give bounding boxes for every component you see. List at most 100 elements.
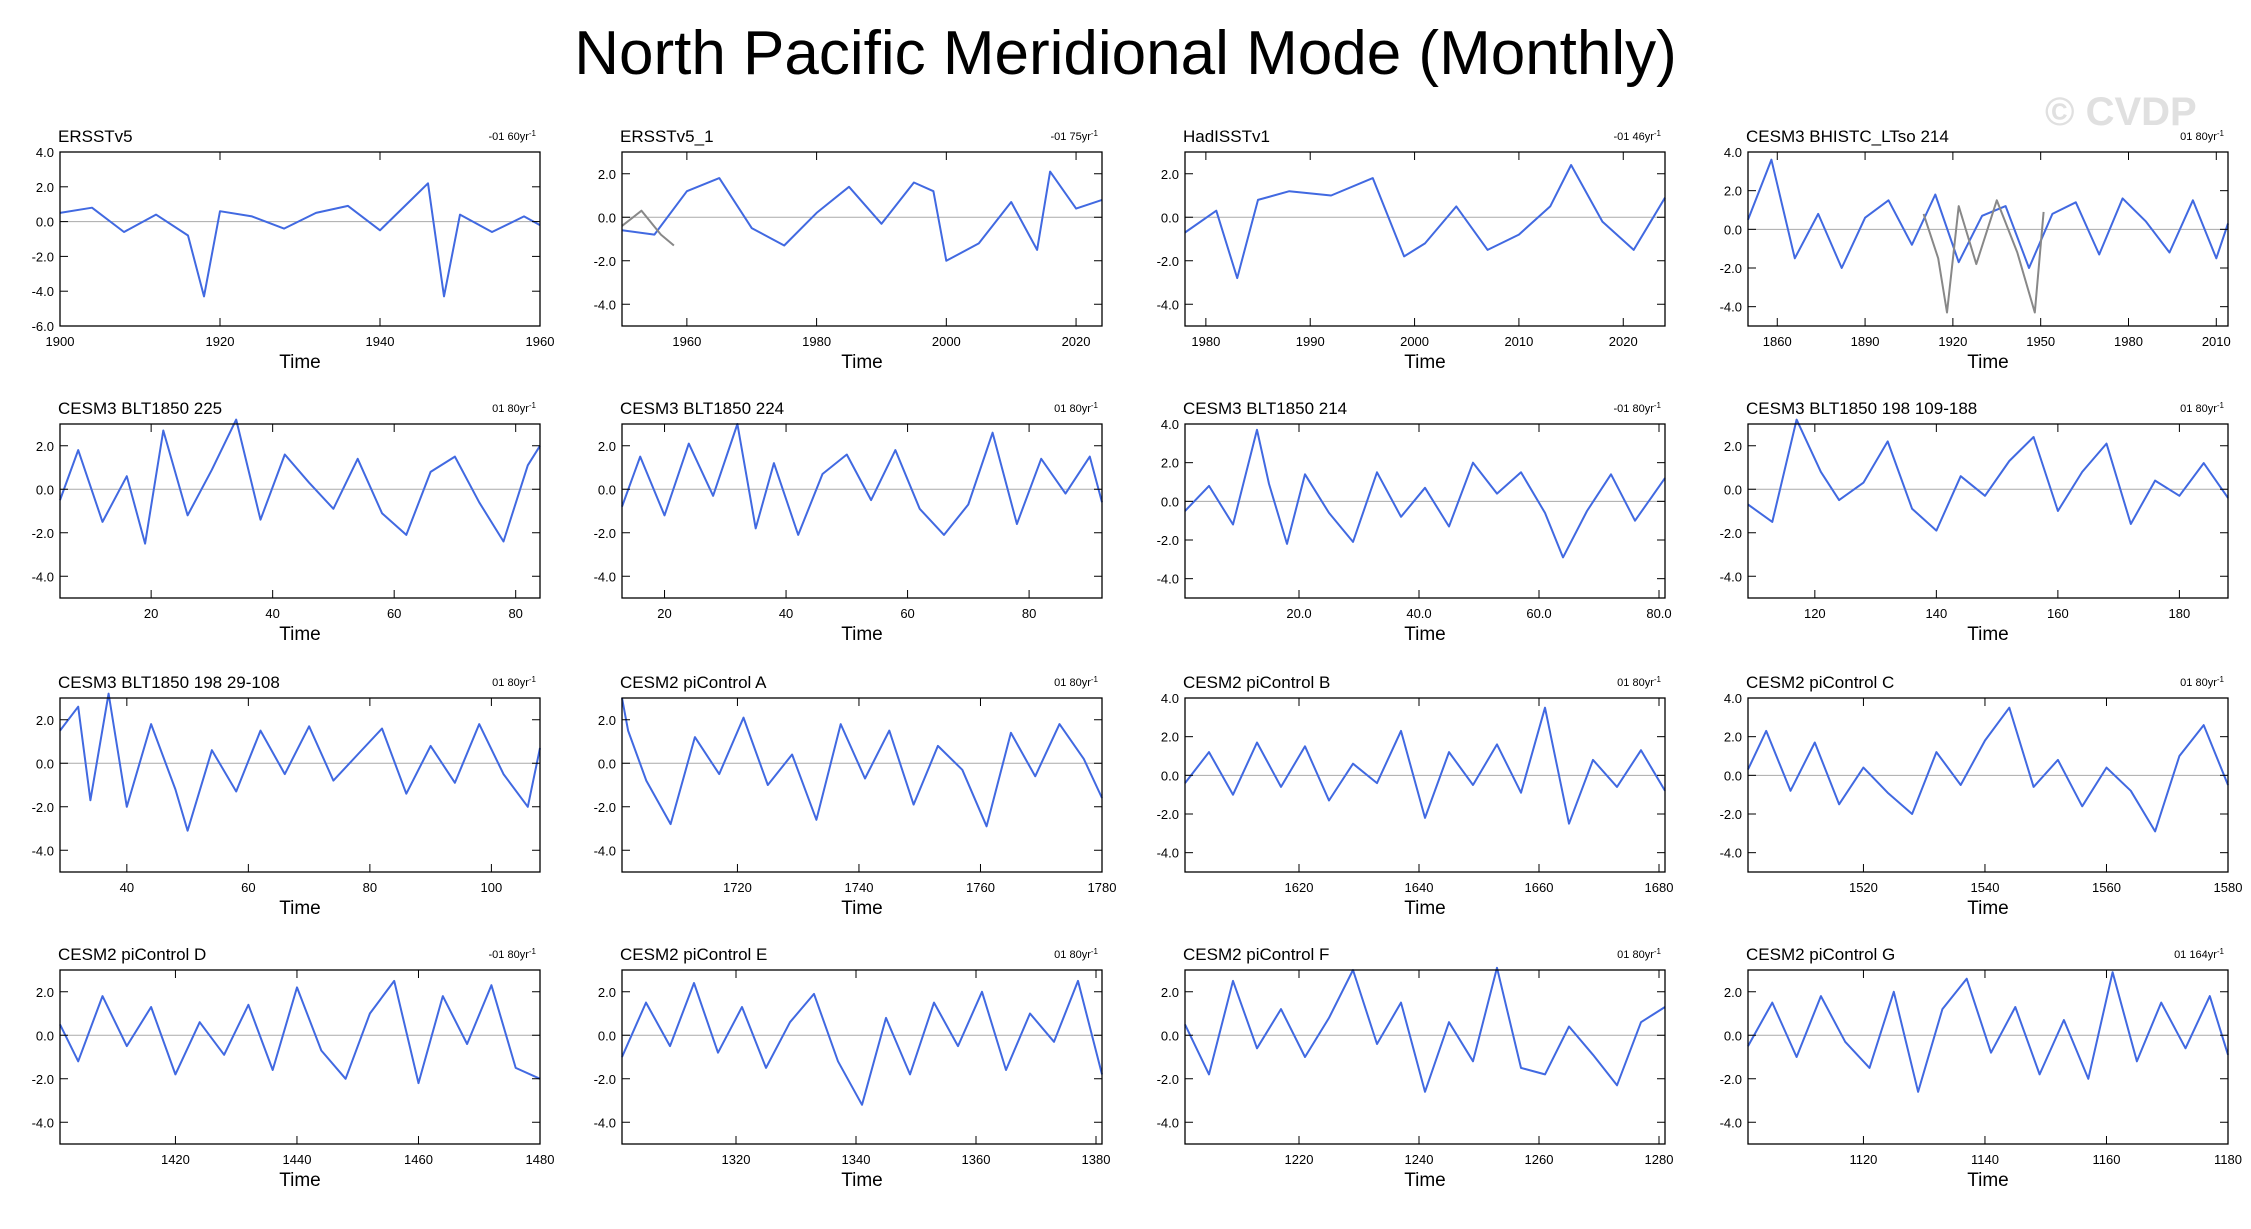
- y-tick-label: -6.0: [32, 319, 54, 334]
- panel-title: CESM3 BLT1850 198 109-188: [1746, 399, 1977, 418]
- x-tick-label: 1740: [845, 880, 874, 895]
- x-axis-label: Time: [1404, 1170, 1446, 1191]
- x-axis-label: Time: [279, 352, 321, 373]
- x-tick-label: 20: [144, 606, 158, 621]
- x-tick-label: 1950: [2026, 334, 2055, 349]
- panel-title: HadISSTv1: [1183, 127, 1270, 146]
- chart-panel: CESM2 piControl A 01 80yr-1 -4.0 -2.0 0.0 2.0…: [594, 673, 1117, 919]
- series-line: [59, 979, 541, 1085]
- chart-panel: CESM2 piControl D -01 80yr-1 -4.0 -2.0 0.0 2.…: [32, 945, 555, 1191]
- y-tick-label: 2.0: [598, 167, 616, 182]
- x-axis-label: Time: [1967, 1170, 2009, 1191]
- y-tick-label: 4.0: [1724, 145, 1742, 160]
- y-tick-label: -2.0: [32, 1072, 54, 1087]
- plot-frame: [59, 151, 541, 327]
- y-tick-label: -4.0: [1720, 1115, 1742, 1130]
- x-tick-label: 1220: [1285, 1152, 1314, 1167]
- y-tick-label: -4.0: [32, 284, 54, 299]
- x-axis-label: Time: [841, 1170, 883, 1191]
- panel-title: ERSSTv5: [58, 127, 133, 146]
- x-tick-label: 1720: [723, 880, 752, 895]
- x-tick-label: 1860: [1763, 334, 1792, 349]
- chart-panel: CESM2 piControl E 01 80yr-1 -4.0 -2.0 0.0 2.0…: [594, 945, 1111, 1191]
- trend-label: 01 80yr-1: [492, 401, 536, 415]
- y-tick-label: -2.0: [1157, 807, 1179, 822]
- y-tick-label: 0.0: [1724, 1028, 1742, 1043]
- trend-label: 01 80yr-1: [1617, 675, 1661, 689]
- y-tick-label: -4.0: [1157, 572, 1179, 587]
- trend-label: 01 80yr-1: [1054, 947, 1098, 961]
- x-tick-label: 60: [900, 606, 914, 621]
- x-tick-label: 1780: [1088, 880, 1117, 895]
- overlay-series-line: [1922, 199, 2045, 314]
- x-tick-label: 40: [120, 880, 134, 895]
- x-tick-label: 1980: [1191, 334, 1220, 349]
- y-tick-label: 0.0: [1724, 768, 1742, 783]
- chart-panel: CESM3 BLT1850 224 01 80yr-1 -4.0 -2.0 0.0 2.0…: [594, 399, 1103, 645]
- y-tick-label: 4.0: [1724, 691, 1742, 706]
- x-tick-label: 2010: [1504, 334, 1533, 349]
- y-tick-label: 2.0: [1724, 439, 1742, 454]
- plot-frame: [1747, 151, 2229, 327]
- y-tick-label: -2.0: [1157, 533, 1179, 548]
- panel-title: CESM2 piControl F: [1183, 945, 1329, 964]
- y-tick-label: 0.0: [36, 482, 54, 497]
- chart-panel: ERSSTv5_1 -01 75yr-1 -4.0 -2.0 0.0 2.0 1960 198…: [594, 127, 1103, 373]
- y-tick-label: -2.0: [32, 526, 54, 541]
- x-tick-label: 1990: [1296, 334, 1325, 349]
- x-tick-label: 120: [1804, 606, 1826, 621]
- x-tick-label: 40.0: [1406, 606, 1431, 621]
- y-tick-label: 0.0: [1724, 482, 1742, 497]
- y-tick-label: -2.0: [32, 249, 54, 264]
- x-tick-label: 1180: [2214, 1152, 2242, 1167]
- x-tick-label: 80: [1022, 606, 1036, 621]
- y-tick-label: -4.0: [594, 569, 616, 584]
- panel-title: CESM2 piControl C: [1746, 673, 1894, 692]
- y-tick-label: 0.0: [36, 756, 54, 771]
- x-tick-label: 1920: [1938, 334, 1967, 349]
- y-tick-label: -2.0: [1720, 261, 1742, 276]
- y-tick-label: 0.0: [36, 215, 54, 230]
- x-axis-label: Time: [1404, 898, 1446, 919]
- panel-title: CESM3 BLT1850 198 29-108: [58, 673, 280, 692]
- panel-title: CESM2 piControl G: [1746, 945, 1895, 964]
- y-tick-label: -2.0: [1720, 526, 1742, 541]
- chart-panel: CESM2 piControl B 01 80yr-1 -4.0 -2.0 0.0 2.0…: [1157, 673, 1674, 919]
- y-tick-label: 2.0: [36, 180, 54, 195]
- y-tick-label: 2.0: [36, 985, 54, 1000]
- chart-panel: CESM3 BLT1850 198 29-108 01 80yr-1 -4.0 -2.…: [32, 673, 541, 919]
- x-axis-label: Time: [841, 352, 883, 373]
- trend-label: -01 60yr-1: [489, 129, 537, 143]
- panel-title: CESM2 piControl A: [620, 673, 767, 692]
- panel-title: CESM3 BLT1850 214: [1183, 399, 1347, 418]
- plot-frame: [621, 697, 1103, 873]
- plot-frame: [1184, 423, 1666, 599]
- x-tick-label: 1620: [1285, 880, 1314, 895]
- series-line: [621, 170, 1103, 262]
- panel-title: CESM2 piControl E: [620, 945, 767, 964]
- x-axis-label: Time: [279, 624, 321, 645]
- panel-title: CESM3 BHISTC_LTso 214: [1746, 127, 1949, 146]
- x-tick-label: 1240: [1405, 1152, 1434, 1167]
- panel-title: ERSSTv5_1: [620, 127, 714, 146]
- chart-panel: CESM3 BLT1850 214 -01 80yr-1 -4.0 -2.0 0.0 2.…: [1157, 399, 1672, 645]
- x-tick-label: 1580: [2214, 880, 2243, 895]
- y-tick-label: -2.0: [32, 800, 54, 815]
- plot-frame: [1184, 969, 1666, 1145]
- trend-label: 01 80yr-1: [2180, 401, 2224, 415]
- watermark: © CVDP: [2045, 90, 2197, 134]
- series-line: [1747, 418, 2229, 532]
- chart-panel: CESM3 BHISTC_LTso 214 01 80yr-1 -4.0 -2.0 0.…: [1720, 127, 2231, 373]
- x-tick-label: 100: [481, 880, 503, 895]
- series-line: [621, 979, 1103, 1106]
- x-tick-label: 160: [2047, 606, 2069, 621]
- x-tick-label: 60: [241, 880, 255, 895]
- chart-panel: CESM3 BLT1850 198 109-188 01 80yr-1 -4.0 -2…: [1720, 399, 2229, 645]
- y-tick-label: -2.0: [594, 800, 616, 815]
- x-axis-label: Time: [1404, 624, 1446, 645]
- x-tick-label: 60.0: [1526, 606, 1551, 621]
- y-tick-label: 4.0: [1161, 691, 1179, 706]
- y-tick-label: 2.0: [36, 439, 54, 454]
- y-tick-label: 2.0: [598, 439, 616, 454]
